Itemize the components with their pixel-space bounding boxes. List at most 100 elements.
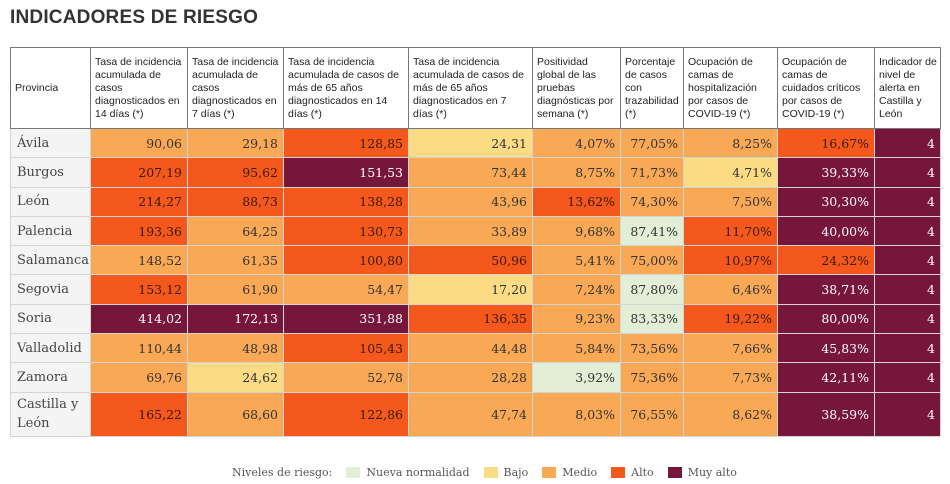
indicator-cell: 138,28	[283, 186, 409, 217]
header-ocupacion-hospital: Ocupación de camas de hospitalización po…	[683, 47, 778, 129]
legend-item: Alto	[611, 466, 654, 479]
indicator-cell: 33,89	[408, 215, 533, 247]
indicator-cell: 414,02	[90, 303, 188, 335]
header-positividad: Positividad global de las pruebas diagnó…	[532, 47, 621, 129]
table-row: Zamora 69,76 24,62 52,78 28,28 3,92% 75,36% 7,7…	[10, 362, 941, 393]
indicator-cell: 128,85	[283, 127, 409, 159]
indicator-cell: 4	[874, 274, 941, 305]
indicator-cell: 88,73	[187, 186, 284, 217]
legend-item: Bajo	[483, 466, 529, 479]
indicator-cell: 24,62	[187, 362, 284, 393]
legend-item-label: Alto	[631, 466, 654, 479]
table-row: Valladolid 110,44 48,98 105,43 44,48 5,84% 73,…	[10, 333, 941, 364]
header-provincia: Provincia	[10, 47, 91, 129]
province-name: Ávila	[10, 127, 91, 159]
indicator-cell: 207,19	[90, 157, 188, 188]
indicator-cell: 61,90	[187, 274, 284, 305]
indicator-cell: 48,98	[187, 333, 284, 364]
indicator-cell: 90,06	[90, 127, 188, 159]
province-name: Castilla y León	[10, 391, 91, 437]
indicator-cell: 4	[874, 245, 941, 276]
table-row: Palencia 193,36 64,25 130,73 33,89 9,68% 87,41…	[10, 215, 941, 247]
header-trazabilidad: Porcentaje de casos con trazabilidad (*)	[620, 47, 684, 129]
indicator-cell: 44,48	[408, 333, 533, 364]
header-incidencia-7d: Tasa de incidencia acumulada de casos di…	[187, 47, 284, 129]
indicator-cell: 4	[874, 362, 941, 393]
indicator-cell: 75,36%	[620, 362, 684, 393]
indicator-cell: 122,86	[283, 391, 409, 437]
indicator-cell: 148,52	[90, 245, 188, 276]
indicator-cell: 39,33%	[777, 157, 875, 188]
indicator-cell: 75,00%	[620, 245, 684, 276]
table-row: Salamanca 148,52 61,35 100,80 50,96 5,41% 75,0…	[10, 245, 941, 276]
legend-item: Muy alto	[667, 466, 737, 479]
indicator-cell: 7,73%	[683, 362, 778, 393]
indicator-cell: 193,36	[90, 215, 188, 247]
indicator-cell: 9,23%	[532, 303, 621, 335]
indicator-cell: 8,03%	[532, 391, 621, 437]
indicator-cell: 83,33%	[620, 303, 684, 335]
legend-item-label: Medio	[562, 466, 598, 479]
indicator-cell: 61,35	[187, 245, 284, 276]
indicator-cell: 45,83%	[777, 333, 875, 364]
table-row: Soria 414,02 172,13 351,88 136,35 9,23% 83,33%…	[10, 303, 941, 335]
indicator-cell: 73,56%	[620, 333, 684, 364]
indicator-cell: 76,55%	[620, 391, 684, 437]
legend-swatch	[346, 467, 361, 478]
indicator-cell: 28,28	[408, 362, 533, 393]
indicator-cell: 8,25%	[683, 127, 778, 159]
indicator-cell: 50,96	[408, 245, 533, 276]
table-row: Castilla y León 165,22 68,60 122,86 47,74 8,0…	[10, 391, 941, 437]
province-name: Valladolid	[10, 333, 91, 364]
indicator-cell: 7,50%	[683, 186, 778, 217]
indicator-cell: 69,76	[90, 362, 188, 393]
table-row: León 214,27 88,73 138,28 43,96 13,62% 74,30% 7,…	[10, 186, 941, 217]
indicator-cell: 153,12	[90, 274, 188, 305]
indicator-cell: 38,71%	[777, 274, 875, 305]
indicator-cell: 7,66%	[683, 333, 778, 364]
indicator-cell: 165,22	[90, 391, 188, 437]
header-incidencia-65-7d: Tasa de incidencia acumulada de casos de…	[408, 47, 533, 129]
indicator-cell: 110,44	[90, 333, 188, 364]
table-row: Burgos 207,19 95,62 151,53 73,44 8,75% 71,73% 4…	[10, 157, 941, 188]
indicator-cell: 4	[874, 303, 941, 335]
legend-swatch	[542, 467, 557, 478]
indicator-cell: 8,62%	[683, 391, 778, 437]
legend-swatch	[667, 467, 682, 478]
indicator-cell: 24,31	[408, 127, 533, 159]
province-name: León	[10, 186, 91, 217]
table-row: Ávila 90,06 29,18 128,85 24,31 4,07% 77,05% 8,2…	[10, 127, 941, 159]
header-incidencia-65-14d: Tasa de incidencia acumulada de casos de…	[283, 47, 409, 129]
province-name: Palencia	[10, 215, 91, 247]
indicator-cell: 13,62%	[532, 186, 621, 217]
indicator-cell: 351,88	[283, 303, 409, 335]
header-row: Provincia Tasa de incidencia acumulada d…	[10, 47, 941, 129]
indicator-cell: 11,70%	[683, 215, 778, 247]
legend-item: Medio	[542, 466, 597, 479]
header-ocupacion-criticos: Ocupación de camas de cuidados críticos …	[777, 47, 875, 129]
indicator-cell: 136,35	[408, 303, 533, 335]
legend-item-label: Bajo	[503, 466, 529, 479]
indicator-cell: 4	[874, 186, 941, 217]
indicator-cell: 54,47	[283, 274, 409, 305]
legend-item-label: Nueva normalidad	[366, 466, 470, 479]
page-title: INDICADORES DE RIESGO	[10, 7, 259, 28]
indicator-cell: 95,62	[187, 157, 284, 188]
indicator-cell: 47,74	[408, 391, 533, 437]
indicator-cell: 40,00%	[777, 215, 875, 247]
indicator-cell: 64,25	[187, 215, 284, 247]
indicator-cell: 4	[874, 215, 941, 247]
indicator-cell: 4,07%	[532, 127, 621, 159]
indicator-cell: 214,27	[90, 186, 188, 217]
risk-indicators-table: Provincia Tasa de incidencia acumulada d…	[10, 47, 941, 437]
indicator-cell: 130,73	[283, 215, 409, 247]
indicator-cell: 29,18	[187, 127, 284, 159]
indicator-cell: 4,71%	[683, 157, 778, 188]
province-name: Segovia	[10, 274, 91, 305]
province-name: Burgos	[10, 157, 91, 188]
legend-swatch	[611, 467, 626, 478]
indicator-cell: 105,43	[283, 333, 409, 364]
header-incidencia-14d: Tasa de incidencia acumulada de casos di…	[90, 47, 188, 129]
indicator-cell: 71,73%	[620, 157, 684, 188]
province-name: Zamora	[10, 362, 91, 393]
